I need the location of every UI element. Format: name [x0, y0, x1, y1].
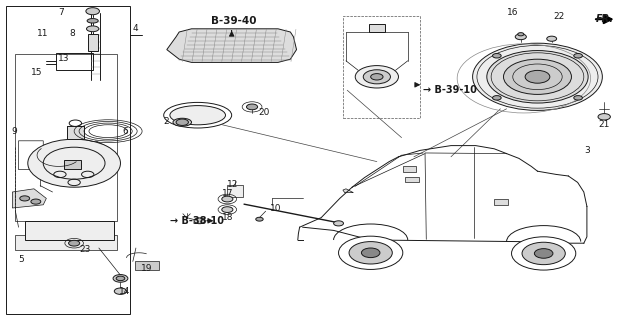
- Bar: [67, 126, 84, 139]
- Text: 6: 6: [123, 127, 128, 136]
- Circle shape: [534, 249, 553, 258]
- Text: 2: 2: [163, 117, 170, 126]
- Circle shape: [339, 236, 403, 269]
- Circle shape: [222, 207, 233, 212]
- Bar: [6, 6, 130, 314]
- Text: 10: 10: [270, 204, 282, 212]
- Circle shape: [473, 43, 602, 110]
- Circle shape: [525, 70, 550, 83]
- Circle shape: [246, 104, 258, 110]
- Bar: [89, 34, 98, 51]
- Text: 18: 18: [222, 213, 234, 222]
- Bar: [64, 160, 81, 169]
- Bar: [405, 177, 419, 182]
- Circle shape: [355, 66, 399, 88]
- Bar: [15, 54, 118, 221]
- Bar: [56, 53, 93, 70]
- Bar: [135, 261, 159, 270]
- Circle shape: [493, 96, 501, 100]
- Text: 17: 17: [222, 189, 234, 198]
- Bar: [494, 199, 508, 205]
- Circle shape: [363, 70, 391, 84]
- Circle shape: [511, 237, 576, 270]
- Text: 14: 14: [119, 287, 131, 296]
- Text: 20: 20: [258, 108, 270, 116]
- Circle shape: [28, 139, 121, 187]
- Circle shape: [20, 196, 30, 201]
- Bar: [227, 185, 243, 197]
- Text: FR.: FR.: [596, 14, 614, 24]
- Circle shape: [493, 53, 501, 58]
- Ellipse shape: [173, 118, 191, 126]
- Text: 12: 12: [227, 180, 239, 188]
- Bar: [25, 221, 115, 240]
- Polygon shape: [12, 189, 46, 208]
- Circle shape: [116, 276, 125, 281]
- Text: 13: 13: [58, 54, 69, 63]
- Text: 9: 9: [11, 127, 17, 136]
- Polygon shape: [343, 189, 353, 193]
- Circle shape: [574, 53, 582, 58]
- Circle shape: [503, 59, 571, 94]
- Text: 5: 5: [19, 255, 24, 264]
- Text: 11: 11: [37, 29, 48, 38]
- Circle shape: [69, 240, 80, 246]
- Text: 22: 22: [553, 12, 565, 20]
- Circle shape: [86, 8, 100, 15]
- Circle shape: [515, 34, 526, 40]
- Text: → B-39-10: → B-39-10: [423, 84, 477, 95]
- Text: 16: 16: [506, 8, 518, 17]
- Text: 15: 15: [31, 68, 42, 76]
- Bar: [370, 24, 385, 32]
- Circle shape: [256, 217, 263, 221]
- Circle shape: [487, 51, 588, 103]
- Circle shape: [176, 119, 188, 125]
- Ellipse shape: [87, 19, 98, 23]
- Polygon shape: [167, 29, 297, 62]
- Circle shape: [574, 96, 582, 100]
- Text: 21: 21: [598, 120, 609, 129]
- Circle shape: [113, 275, 128, 282]
- Circle shape: [222, 196, 233, 202]
- Text: 7: 7: [59, 8, 64, 17]
- Circle shape: [115, 288, 127, 294]
- Text: 23: 23: [79, 245, 90, 254]
- Text: 8: 8: [69, 29, 75, 38]
- Circle shape: [522, 242, 565, 265]
- Circle shape: [517, 33, 524, 36]
- Circle shape: [361, 248, 380, 258]
- Polygon shape: [15, 235, 118, 250]
- Ellipse shape: [87, 26, 99, 32]
- Text: 3: 3: [584, 146, 589, 155]
- Circle shape: [598, 114, 610, 120]
- Text: → B-38-10: → B-38-10: [170, 216, 224, 226]
- Circle shape: [371, 74, 383, 80]
- Text: 4: 4: [133, 24, 139, 33]
- Circle shape: [31, 199, 41, 204]
- Circle shape: [349, 242, 392, 264]
- Bar: [343, 16, 420, 118]
- Circle shape: [194, 218, 205, 224]
- Ellipse shape: [170, 106, 225, 125]
- Text: 19: 19: [141, 264, 152, 273]
- Circle shape: [334, 221, 344, 226]
- Text: B-39-40: B-39-40: [211, 16, 256, 26]
- Bar: [403, 166, 417, 172]
- Circle shape: [547, 36, 556, 41]
